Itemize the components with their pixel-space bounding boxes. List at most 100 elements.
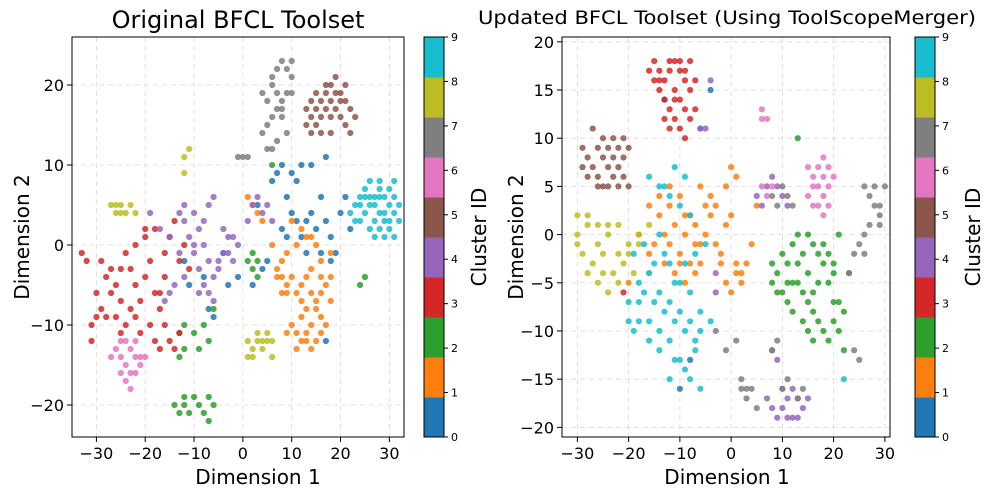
cluster-2-point [825, 250, 832, 257]
y-tick-label: 5 [544, 177, 554, 196]
cluster-1-point [293, 289, 300, 297]
cluster-5-point [620, 135, 627, 142]
cluster-9-point [687, 318, 694, 325]
cluster-0-point [205, 305, 212, 313]
cluster-7-point [273, 89, 281, 97]
cluster-4-point [215, 265, 222, 273]
cluster-3-point [692, 106, 699, 113]
cluster-6-point [810, 183, 817, 190]
cluster-6-point [132, 369, 139, 377]
cluster-2-point [249, 249, 256, 257]
cluster-2-point [789, 279, 796, 286]
colorbar-segment-8 [915, 77, 935, 118]
cluster-1-point [661, 231, 668, 238]
cluster-4-point [190, 241, 198, 249]
cluster-4-point [244, 217, 251, 225]
cluster-8-point [264, 337, 271, 345]
cluster-9-point [386, 185, 393, 193]
cluster-4-point [186, 233, 193, 241]
x-ticks: −30 −20 −10 0 10 20 30 [560, 437, 895, 463]
colorbar-segment-3 [915, 277, 935, 318]
cluster-3-point [161, 321, 168, 329]
cluster-7-point [856, 356, 863, 363]
cluster-3-point [103, 273, 110, 281]
cluster-1-point [244, 193, 251, 201]
x-tick-label: 0 [726, 444, 736, 463]
colorbar: 0 1 2 3 4 5 6 7 8 9 [914, 31, 949, 444]
cluster-0-point [317, 249, 325, 257]
cluster-7-point [784, 376, 791, 383]
cluster-4-point [784, 414, 791, 421]
cluster-5-point [313, 121, 320, 129]
cluster-1-point [313, 297, 320, 305]
cluster-6-point [810, 173, 817, 180]
cluster-5-point [605, 164, 612, 171]
cluster-0-point [210, 313, 217, 321]
cluster-3-point [651, 57, 658, 65]
cluster-5-point [337, 113, 344, 121]
colorbar-tick-label: 8 [942, 75, 949, 88]
cluster-4-point [774, 414, 781, 421]
cluster-7-point [769, 192, 776, 200]
cluster-1-point [681, 231, 689, 238]
y-ticks: −20 −10 0 10 20 [30, 76, 72, 415]
cluster-3-point [88, 337, 95, 345]
cluster-9-point [376, 185, 383, 193]
cluster-7-point [743, 395, 750, 402]
cluster-1-point [692, 221, 699, 229]
cluster-5-point [332, 105, 339, 113]
cluster-9-point [371, 201, 378, 209]
x-tick-label: −10 [177, 444, 211, 463]
cluster-8-point [107, 201, 115, 209]
cluster-2-point [794, 231, 801, 238]
cluster-3-point [132, 313, 139, 321]
cluster-7-point [733, 337, 740, 344]
x-tick-label: 10 [772, 444, 792, 463]
cluster-2-point [784, 260, 791, 267]
cluster-3-point [676, 125, 683, 132]
cluster-5-point [313, 105, 320, 113]
cluster-1-point [753, 202, 760, 209]
cluster-1-point [656, 192, 663, 200]
cluster-8-point [584, 270, 591, 277]
x-tick-label: −20 [128, 444, 162, 463]
colorbar-tick-label: 5 [942, 209, 949, 222]
cluster-9-point [391, 177, 398, 185]
cluster-9-point [396, 217, 403, 225]
cluster-9-point [656, 289, 663, 296]
cluster-5-point [584, 154, 591, 161]
cluster-0-point [298, 233, 305, 241]
cluster-2-point [810, 337, 817, 344]
cluster-7-point [264, 121, 271, 129]
cluster-5-point [584, 173, 591, 180]
cluster-4-point [697, 125, 704, 132]
cluster-7-point [244, 153, 251, 161]
cluster-3-point [142, 233, 149, 241]
cluster-9-point [366, 225, 373, 233]
y-tick-label: −20 [30, 396, 64, 415]
cluster-4-point [166, 233, 173, 241]
cluster-1-point [303, 337, 310, 345]
cluster-2-point [210, 305, 217, 313]
x-tick-label: 30 [875, 444, 895, 463]
cluster-1-point [733, 260, 740, 267]
scatter-points [78, 57, 403, 425]
cluster-1-point [676, 260, 683, 267]
cluster-4-point [161, 297, 168, 305]
cluster-1-point [313, 337, 320, 345]
colorbar-segment-0 [424, 397, 444, 438]
cluster-4-point [181, 201, 188, 209]
cluster-3-point [83, 257, 90, 265]
cluster-7-point [851, 250, 858, 257]
cluster-7-point [722, 347, 730, 354]
cluster-4-point [190, 249, 198, 257]
cluster-4-point [220, 225, 227, 233]
cluster-1-point [707, 212, 714, 219]
cluster-8-point [599, 250, 607, 257]
y-tick-label: 20 [534, 33, 554, 52]
cluster-7-point [278, 97, 286, 105]
cluster-8-point [594, 221, 601, 229]
cluster-0-point [254, 201, 261, 209]
cluster-9-point [376, 225, 383, 233]
cluster-9-point [361, 185, 369, 193]
